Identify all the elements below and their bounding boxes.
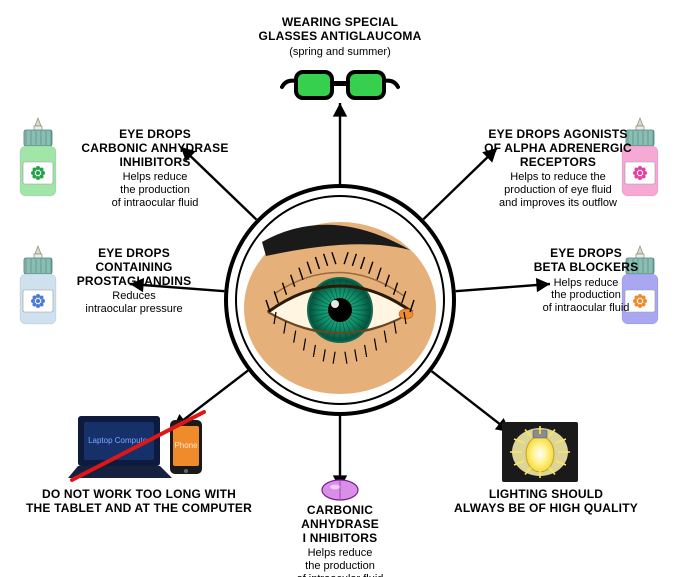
block-top-left: EYE DROPSCARBONIC ANHYDRASEINHIBITORSHel… xyxy=(70,128,240,209)
bottom-left-icon: Laptop ComputerPhone xyxy=(68,412,204,480)
top-left-icon xyxy=(20,118,56,196)
block-top: WEARING SPECIALGLASSES ANTIGLAUCOMA (spri… xyxy=(218,16,462,58)
block-bottom-right: LIGHTING SHOULDALWAYS BE OF HIGH QUALITY xyxy=(436,488,656,516)
top-icon xyxy=(282,72,398,98)
title-bottom-right: LIGHTING SHOULDALWAYS BE OF HIGH QUALITY xyxy=(436,488,656,516)
left-icon xyxy=(20,246,56,324)
title-top-left: EYE DROPSCARBONIC ANHYDRASEINHIBITORS xyxy=(70,128,240,169)
sub-bottom: Helps reducethe productionof intraocular… xyxy=(282,547,398,577)
sub-top-right: Helps to reduce theproduction of eye flu… xyxy=(474,171,642,209)
title-bottom-left: DO NOT WORK TOO LONG WITHTHE TABLET AND … xyxy=(14,488,264,516)
bottom-right-icon xyxy=(502,422,578,482)
sub-right: Helps reducethe productionof intraocular… xyxy=(512,277,660,315)
sub-left: Reducesintraocular pressure xyxy=(60,290,208,315)
title-right: EYE DROPSBETA BLOCKERS xyxy=(512,247,660,275)
infographic-root: Laptop ComputerPhone WEARING SPECIALGLAS… xyxy=(0,0,680,577)
sub-top: (spring and summer) xyxy=(218,46,462,59)
block-top-right: EYE DROPS AGONISTSOF ALPHA ADRENERGICREC… xyxy=(474,128,642,209)
block-bottom-left: DO NOT WORK TOO LONG WITHTHE TABLET AND … xyxy=(14,488,264,516)
title-left: EYE DROPSCONTAININGPROSTAGLANDINS xyxy=(60,247,208,288)
sub-top-left: Helps reducethe productionof intraocular… xyxy=(70,171,240,209)
title-bottom: CARBONICANHYDRASEI NHIBITORS xyxy=(282,504,398,545)
svg-text:Phone: Phone xyxy=(174,441,198,450)
title-top: WEARING SPECIALGLASSES ANTIGLAUCOMA xyxy=(218,16,462,44)
title-top-right: EYE DROPS AGONISTSOF ALPHA ADRENERGICREC… xyxy=(474,128,642,169)
block-right: EYE DROPSBETA BLOCKERSHelps reducethe pr… xyxy=(512,247,660,315)
block-bottom: CARBONICANHYDRASEI NHIBITORSHelps reduce… xyxy=(282,504,398,577)
block-left: EYE DROPSCONTAININGPROSTAGLANDINSReduces… xyxy=(60,247,208,316)
